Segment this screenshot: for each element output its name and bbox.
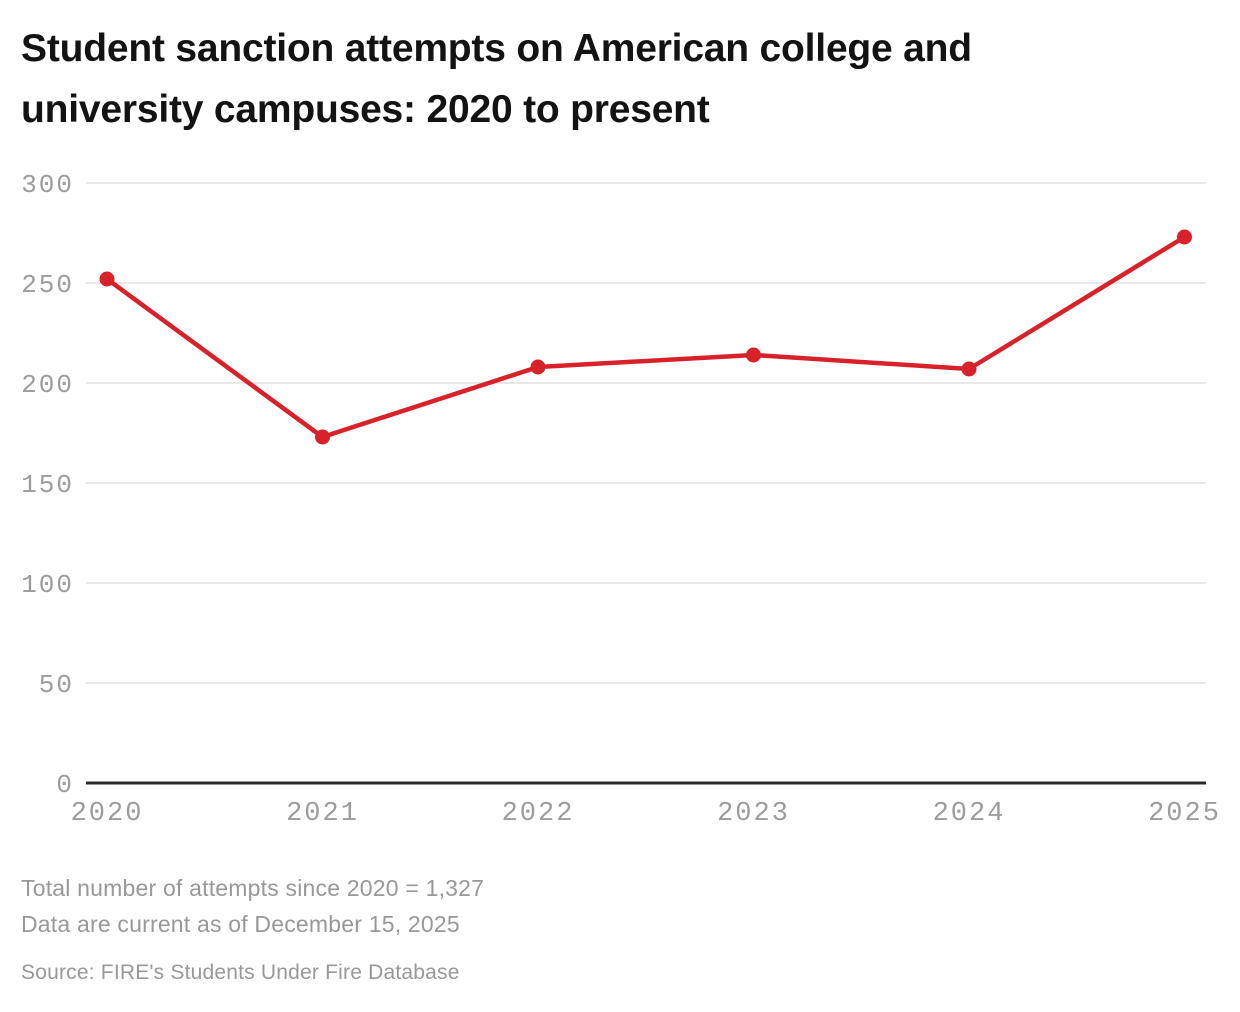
data-point <box>315 429 330 445</box>
y-tick-label: 0 <box>56 770 74 800</box>
x-tick-label: 2023 <box>717 799 790 829</box>
source-note: Source: FIRE's Students Under Fire Datab… <box>21 961 460 984</box>
line-chart: 0 50 100 150 200 250 300 2020 2021 2022 2023 2024 20… <box>21 170 1221 829</box>
x-tick-label: 2021 <box>286 799 359 829</box>
chart-title: Student sanction attempts on American co… <box>21 18 1201 140</box>
data-point <box>530 359 546 375</box>
x-tick-label: 2025 <box>1148 799 1221 829</box>
x-tick-label: 2020 <box>71 799 144 829</box>
data-point <box>1177 229 1192 245</box>
chart-footer: Total number of attempts since 2020 = 1,… <box>21 875 485 985</box>
data-point <box>746 347 761 363</box>
total-note: Total number of attempts since 2020 = 1,… <box>21 875 485 901</box>
y-tick-label: 250 <box>21 270 74 300</box>
x-tick-label: 2022 <box>502 799 575 829</box>
y-tick-label: 100 <box>21 570 74 600</box>
data-point <box>961 361 977 377</box>
y-tick-label: 150 <box>21 470 74 500</box>
chart-title-line1: Student sanction attempts on American co… <box>21 27 972 70</box>
x-tick-label: 2024 <box>933 799 1006 829</box>
data-point <box>99 271 115 287</box>
chart-title-line2: university campuses: 2020 to present <box>21 88 710 131</box>
y-tick-label: 200 <box>21 370 74 400</box>
data-current-note: Data are current as of December 15, 2025 <box>21 911 460 937</box>
trend-line <box>104 234 1187 440</box>
y-tick-label: 50 <box>39 670 74 700</box>
y-tick-label: 300 <box>21 170 74 200</box>
